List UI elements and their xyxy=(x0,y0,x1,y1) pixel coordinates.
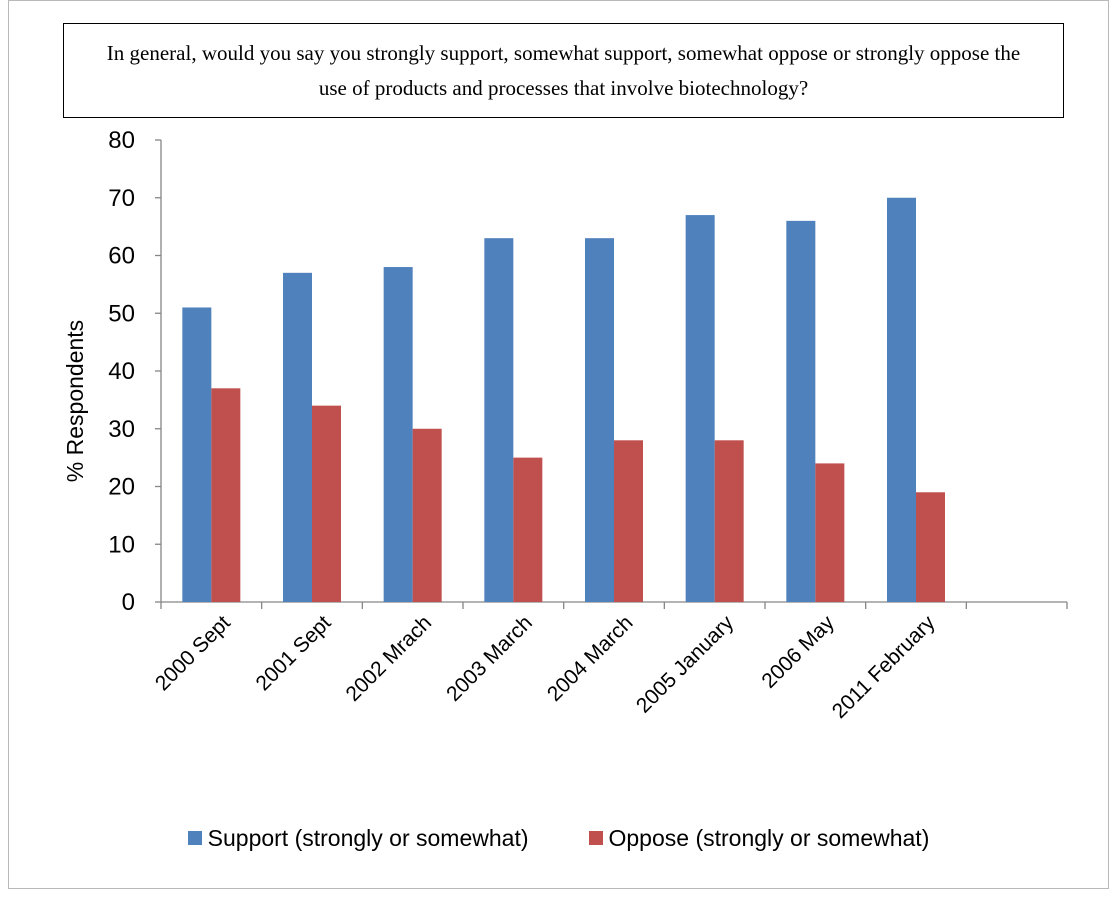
bar-oppose xyxy=(714,440,744,602)
y-tick-label: 80 xyxy=(108,127,135,154)
legend-label-support: Support (strongly or somewhat) xyxy=(207,824,529,851)
chart-title-text: In general, would you say you strongly s… xyxy=(106,40,1021,100)
x-tick-label: 2006 May xyxy=(757,611,839,693)
x-tick-label: 2011 February xyxy=(828,611,940,723)
bar-oppose xyxy=(312,405,341,602)
x-tick-label: 2004 March xyxy=(543,611,638,706)
bar-support xyxy=(484,238,514,603)
bar-oppose xyxy=(211,388,241,602)
bar-oppose xyxy=(513,457,543,602)
legend: Support (strongly or somewhat) Oppose (s… xyxy=(0,818,1117,858)
bar-oppose xyxy=(614,440,643,602)
x-tick-label: 2001 Sept xyxy=(252,611,336,695)
y-tick-label: 10 xyxy=(108,531,135,558)
y-tick-label: 30 xyxy=(108,416,135,443)
bar-support xyxy=(887,197,916,602)
bars xyxy=(182,197,945,603)
y-axis-label: % Respondents xyxy=(62,320,88,482)
chart-title: In general, would you say you strongly s… xyxy=(63,23,1064,118)
legend-item-oppose: Oppose (strongly or somewhat) xyxy=(588,824,930,852)
legend-label-oppose: Oppose (strongly or somewhat) xyxy=(608,824,930,851)
bar-support xyxy=(685,215,715,602)
y-tick-label: 40 xyxy=(108,358,135,385)
y-tick-label: 60 xyxy=(108,243,135,270)
bar-oppose xyxy=(412,428,442,602)
bar-support xyxy=(585,238,614,603)
bar-oppose xyxy=(815,463,845,602)
x-tick-label: 2000 Sept xyxy=(151,611,235,695)
bar-support xyxy=(786,220,816,602)
bar-support xyxy=(182,307,212,602)
bar-support xyxy=(283,272,312,602)
legend-swatch-oppose xyxy=(588,831,603,845)
x-tick-label: 2002 Mrach xyxy=(342,611,437,706)
x-tick-label: 2003 March xyxy=(442,611,537,706)
y-tick-label: 0 xyxy=(122,589,135,616)
y-tick-label: 20 xyxy=(108,474,135,501)
y-tick-label: 70 xyxy=(108,185,135,212)
legend-swatch-support xyxy=(187,831,202,845)
bar-support xyxy=(383,267,413,602)
x-tick-label: 2005 January xyxy=(632,611,739,718)
legend-item-support: Support (strongly or somewhat) xyxy=(187,824,529,852)
bar-oppose xyxy=(916,492,945,602)
y-tick-label: 50 xyxy=(108,300,135,327)
